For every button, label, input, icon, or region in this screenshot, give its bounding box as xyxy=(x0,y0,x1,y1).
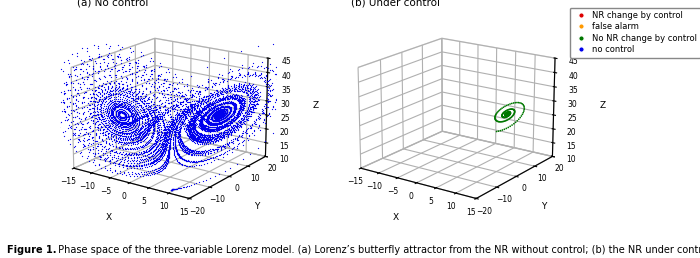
Legend: NR change by control, false alarm, No NR change by control, no control: NR change by control, false alarm, No NR… xyxy=(570,7,700,58)
Y-axis label: Y: Y xyxy=(254,202,260,211)
Text: (a) No control: (a) No control xyxy=(77,0,148,8)
Y-axis label: Y: Y xyxy=(541,202,547,211)
X-axis label: X: X xyxy=(393,213,399,222)
Text: Phase space of the three-variable Lorenz model. (a) Lorenz’s butterfly attractor: Phase space of the three-variable Lorenz… xyxy=(55,245,700,255)
Text: Figure 1.: Figure 1. xyxy=(7,245,57,255)
X-axis label: X: X xyxy=(106,213,112,222)
Text: (b) Under control: (b) Under control xyxy=(351,0,440,8)
